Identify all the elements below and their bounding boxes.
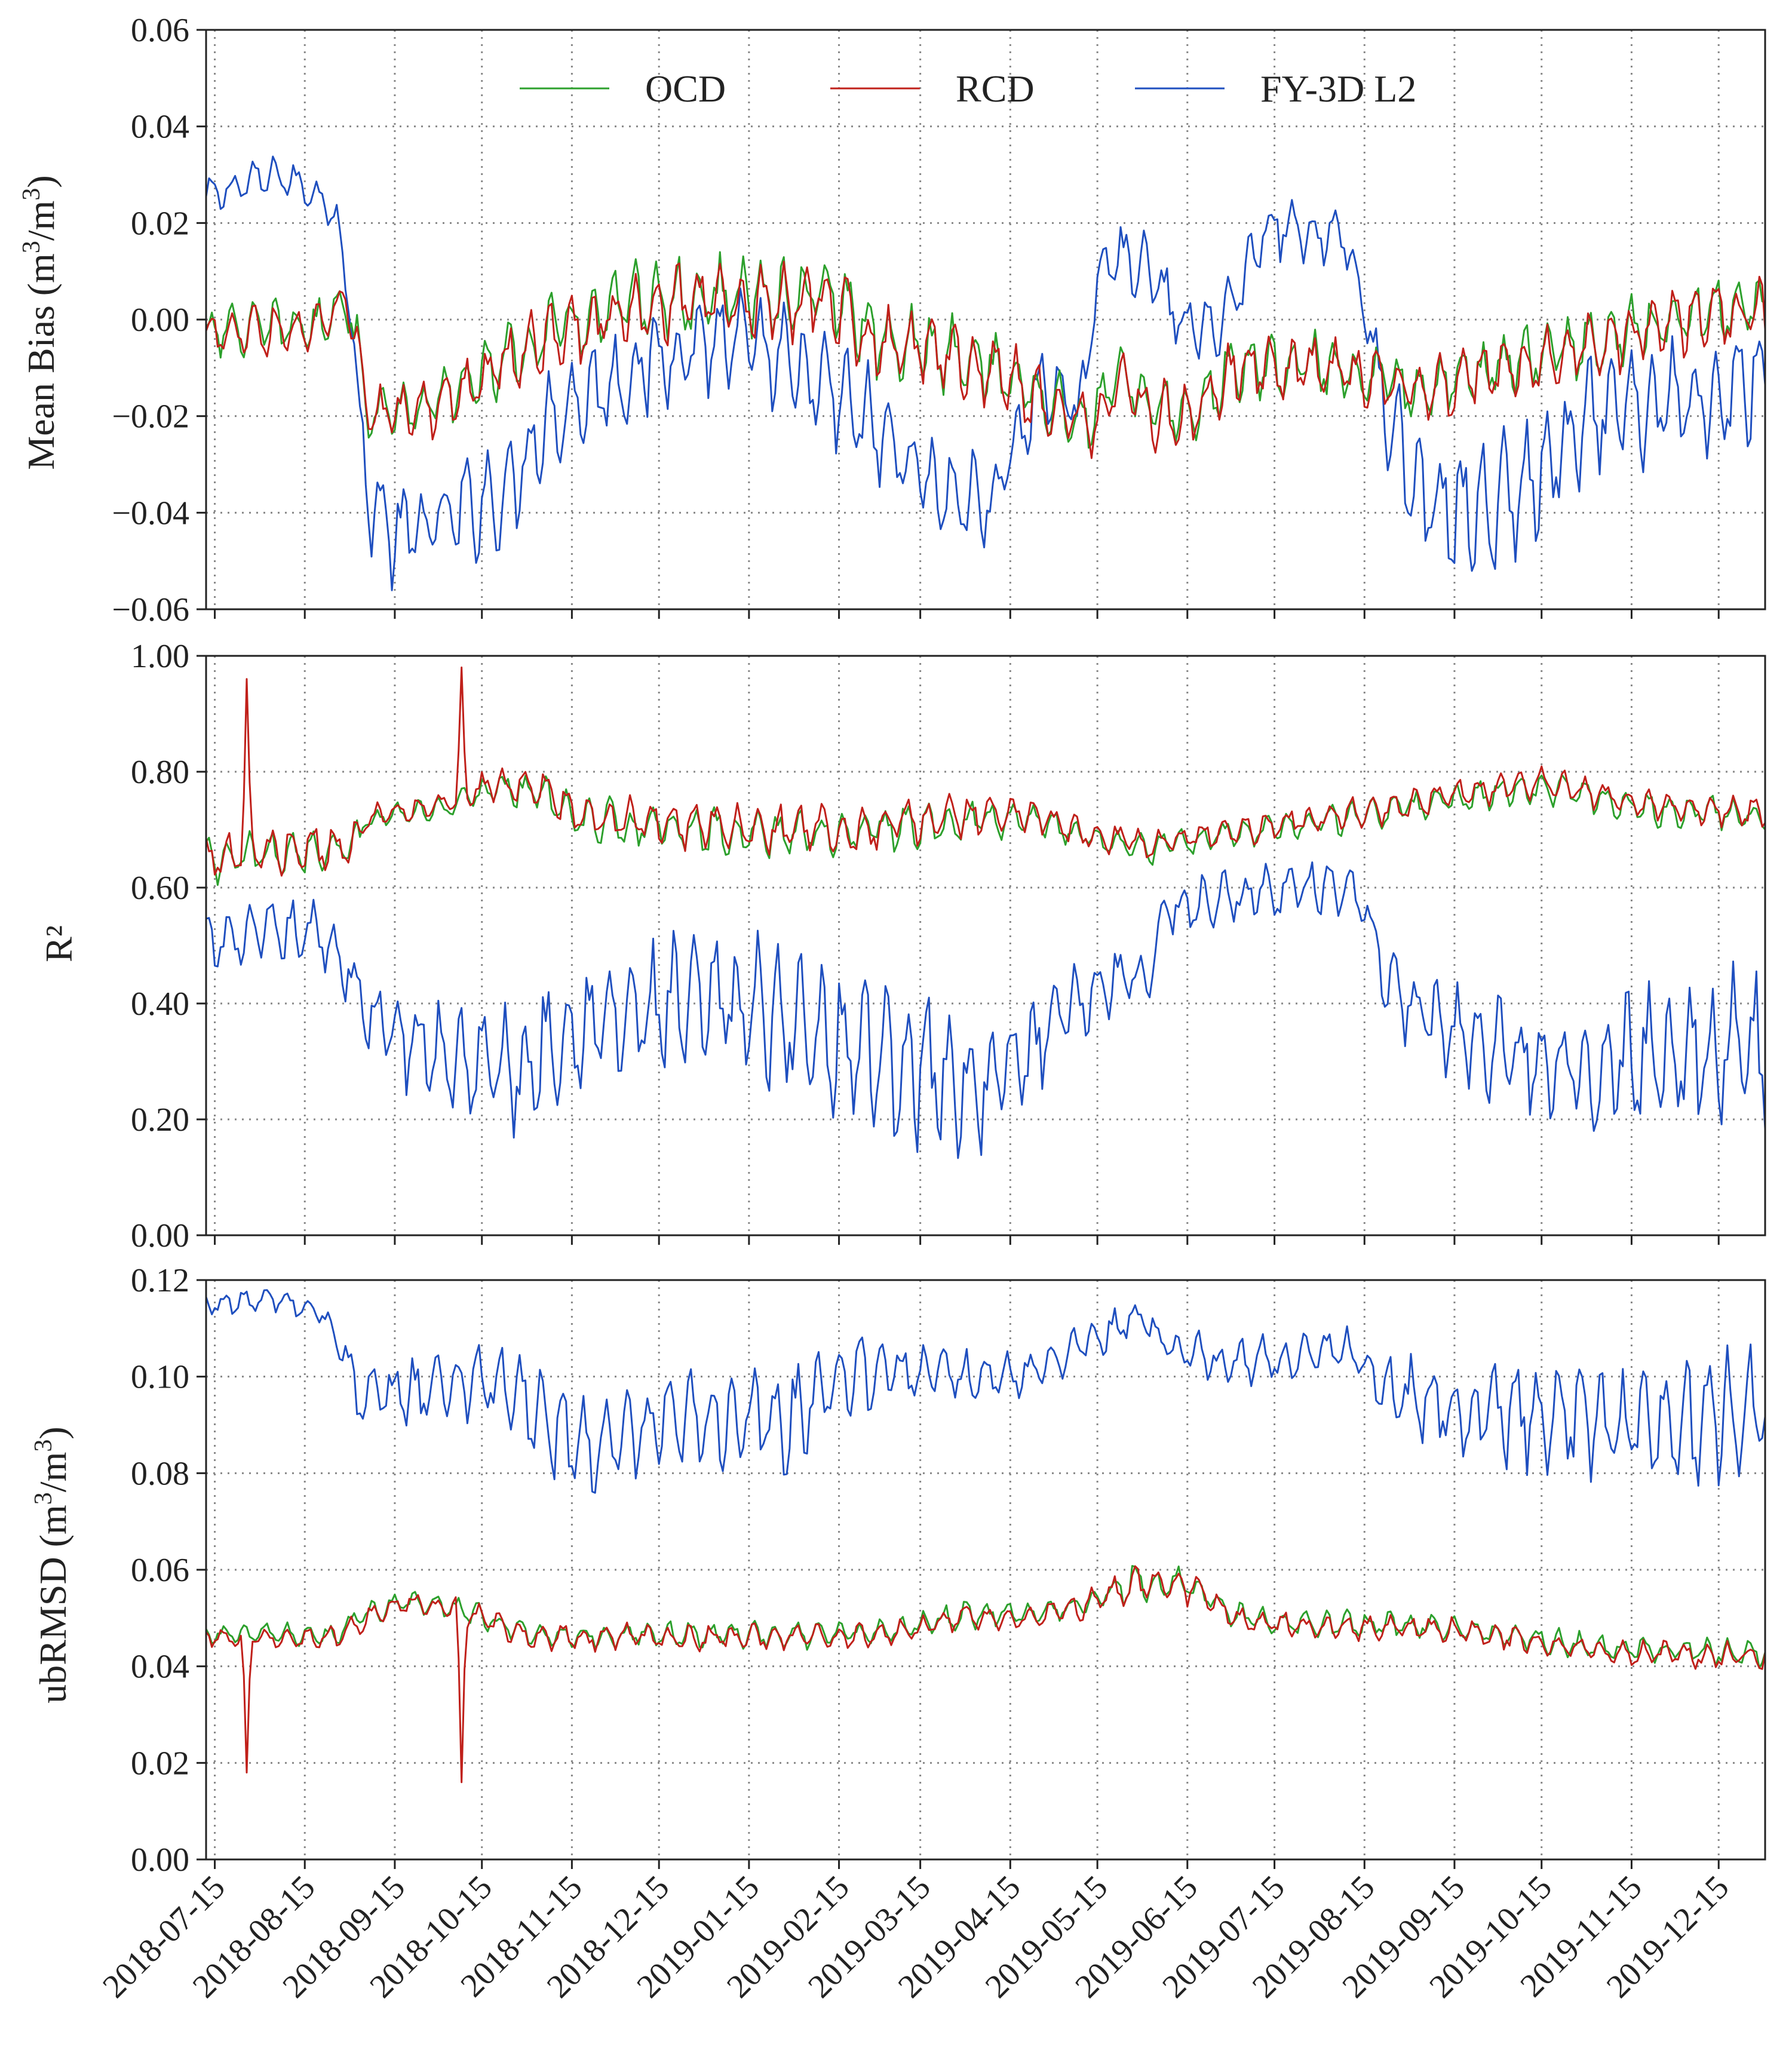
y-tick-label-2: 0.40 [131,986,189,1023]
y-tick-label-5: 0.10 [131,1359,189,1396]
y-tick-label-1: −0.04 [112,495,189,532]
x-ticks-r-squared [214,1235,1720,1245]
y-tick-label-3: 0.60 [131,870,189,907]
axes-frame-r-squared [205,655,1766,1236]
legend: OCD RCD FY-3D L2 [520,67,1416,110]
panel-mean-bias: −0.06 −0.04 −0.02 0.00 0.02 0.04 0.06 Mean Bia… [18,12,1766,628]
y-tick-label-5: 1.00 [131,638,189,675]
x-ticks-ubrmsd [214,1859,1720,1869]
legend-label-ocd: OCD [645,67,726,110]
y-axis-title-mean-bias: Mean Bias (m3/m3) [18,175,62,469]
y-tick-label-1: 0.02 [131,1745,189,1782]
y-tick-label-1: 0.20 [131,1101,189,1138]
series-line-mean-bias-fy-3d-l2 [205,155,1766,591]
legend-label-rcd: RCD [956,67,1035,110]
y-tick-label-4: 0.80 [131,754,189,791]
y-ticks-ubrmsd: 0.00 0.02 0.04 0.06 0.08 0.10 0.12 [131,1262,206,1879]
panel-ubrmsd: 0.00 0.02 0.04 0.06 0.08 0.10 0.12 ubRMSD (m3/… [30,1262,1766,1879]
y-tick-label-6: 0.12 [131,1262,189,1299]
y-tick-label-4: 0.02 [131,205,189,242]
series-line-ubrmsd-fy-3d-l2 [205,1289,1766,1494]
y-tick-label-2: 0.04 [131,1649,189,1686]
y-ticks-r-squared: 0.00 0.20 0.40 0.60 0.80 1.00 [131,638,206,1254]
y-tick-label-2: −0.02 [112,398,189,435]
series-line-ubrmsd-rcd [205,1565,1766,1784]
x-ticks-mean-bias [214,609,1720,619]
y-tick-label-0: 0.00 [131,1217,189,1254]
y-tick-label-0: −0.06 [112,591,189,628]
series-layer-mean-bias [205,155,1766,591]
y-ticks-mean-bias: −0.06 −0.04 −0.02 0.00 0.02 0.04 0.06 [112,12,206,628]
panel-r-squared: 0.00 0.20 0.40 0.60 0.80 1.00 R² [38,638,1766,1254]
y-tick-label-0: 0.00 [131,1842,189,1879]
series-layer-r-squared [205,666,1766,1159]
series-line-mean-bias-rcd [205,260,1766,459]
y-tick-label-3: 0.00 [131,302,189,339]
y-axis-title-r-squared: R² [38,925,80,962]
legend-label-fy3d: FY-3D L2 [1260,67,1416,110]
series-layer-ubrmsd [205,1289,1766,1784]
y-axis-title-ubrmsd: ubRMSD (m3/m3) [30,1426,74,1703]
series-line-r-squared-rcd [205,666,1766,877]
y-tick-label-6: 0.06 [131,12,189,49]
y-tick-label-4: 0.08 [131,1455,189,1492]
y-tick-label-5: 0.04 [131,109,189,146]
y-tick-label-3: 0.06 [131,1552,189,1589]
series-line-r-squared-fy-3d-l2 [205,861,1766,1159]
